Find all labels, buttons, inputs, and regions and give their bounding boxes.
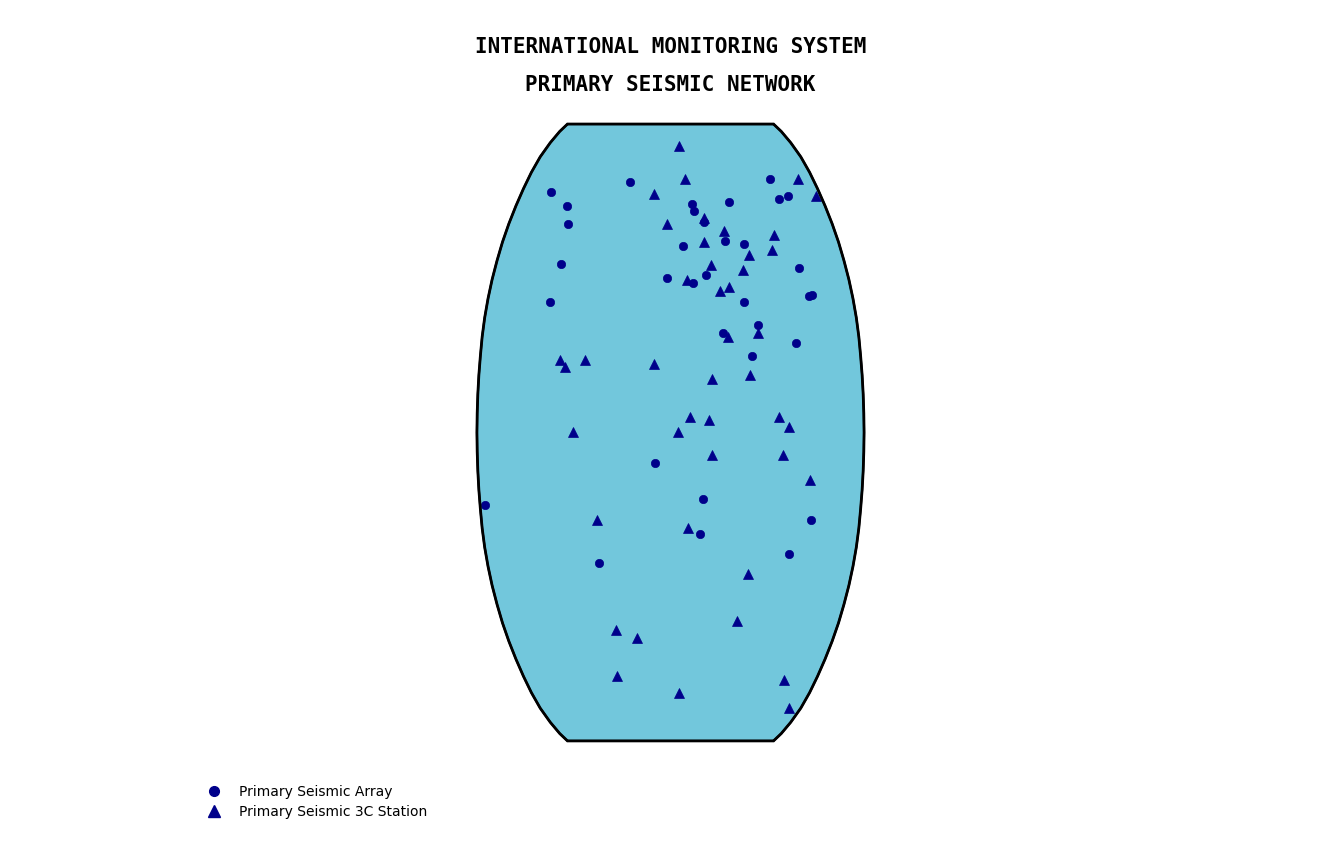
- Text: PRIMARY SEISMIC NETWORK: PRIMARY SEISMIC NETWORK: [526, 75, 815, 95]
- Legend: Primary Seismic Array, Primary Seismic 3C Station: Primary Seismic Array, Primary Seismic 3…: [194, 779, 433, 824]
- Text: INTERNATIONAL MONITORING SYSTEM: INTERNATIONAL MONITORING SYSTEM: [475, 36, 866, 57]
- Polygon shape: [477, 124, 864, 741]
